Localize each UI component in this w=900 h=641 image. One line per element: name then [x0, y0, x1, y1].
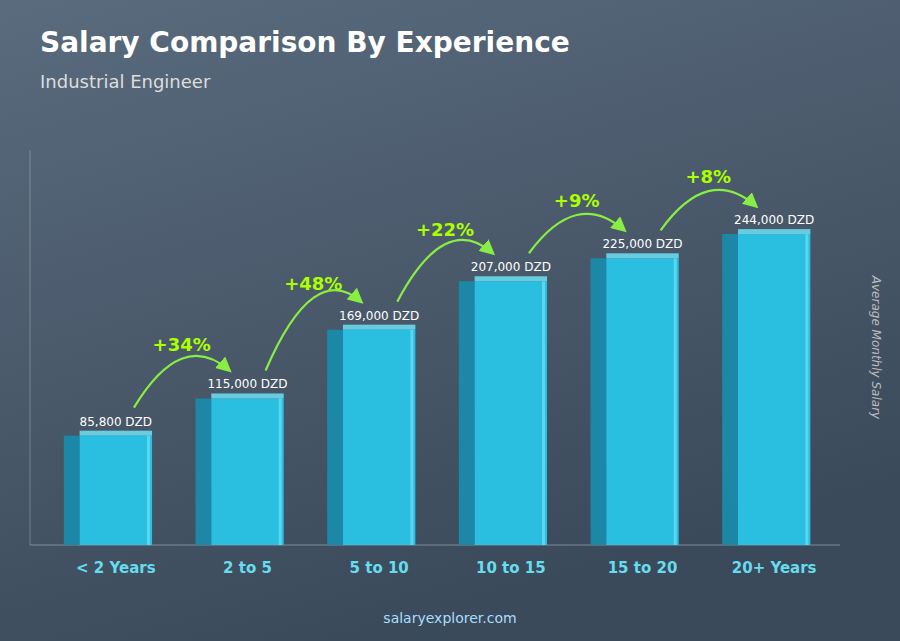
bars: [64, 229, 811, 545]
bar-highlight: [542, 281, 545, 545]
bar: [738, 234, 810, 545]
subtitle: Industrial Engineer: [40, 71, 211, 92]
bar-highlight: [410, 330, 413, 545]
value-label: 244,000 DZD: [734, 213, 814, 227]
growth-arrow: [529, 214, 624, 253]
value-label: 169,000 DZD: [339, 309, 419, 323]
growth-arrow: [266, 290, 361, 370]
growth-arrow: [397, 240, 492, 302]
value-label: 115,000 DZD: [207, 377, 287, 391]
category-label: 15 to 20: [608, 559, 678, 577]
bar-highlight: [674, 258, 677, 545]
growth-label: +22%: [416, 219, 474, 240]
bar: [80, 436, 152, 545]
watermark: salaryexplorer.com: [383, 610, 516, 626]
bar: [606, 258, 678, 545]
value-label: 85,800 DZD: [80, 415, 153, 429]
value-label: 207,000 DZD: [471, 260, 551, 274]
bar: [475, 281, 547, 545]
bar-highlight: [279, 398, 282, 545]
bar-side: [459, 281, 475, 545]
bar: [211, 398, 283, 545]
y-axis-line: [30, 150, 31, 545]
growth-label: +48%: [284, 273, 342, 294]
category-label: 10 to 15: [476, 559, 546, 577]
y-axis-label: Average Monthly Salary: [869, 275, 883, 420]
category-label: 2 to 5: [223, 559, 272, 577]
growth-arrow: [661, 190, 756, 231]
bar-side: [64, 436, 80, 545]
value-label: 225,000 DZD: [602, 237, 682, 251]
growth-label: +9%: [554, 190, 600, 211]
bar-side: [195, 398, 211, 545]
category-label: < 2 Years: [76, 559, 156, 577]
title: Salary Comparison By Experience: [40, 26, 570, 59]
bar-top: [606, 253, 678, 258]
category-label: 5 to 10: [350, 559, 409, 577]
bar-top: [343, 325, 415, 330]
category-label: 20+ Years: [732, 559, 817, 577]
bar-top: [475, 276, 547, 281]
bar-side: [722, 234, 738, 545]
growth-label: +8%: [686, 166, 732, 187]
growth-label: +34%: [153, 334, 211, 355]
bar-top: [738, 229, 810, 234]
bar-side: [590, 258, 606, 545]
bar-highlight: [147, 436, 150, 545]
chart: Salary Comparison By Experience Industria…: [0, 0, 900, 641]
growth-arrow: [134, 356, 229, 408]
bar-highlight: [805, 234, 808, 545]
bar-side: [327, 330, 343, 545]
chart-container: Salary Comparison By Experience Industria…: [0, 0, 900, 641]
bar-top: [211, 393, 283, 398]
bar-top: [80, 431, 152, 436]
bar: [343, 330, 415, 545]
background: [0, 0, 900, 641]
